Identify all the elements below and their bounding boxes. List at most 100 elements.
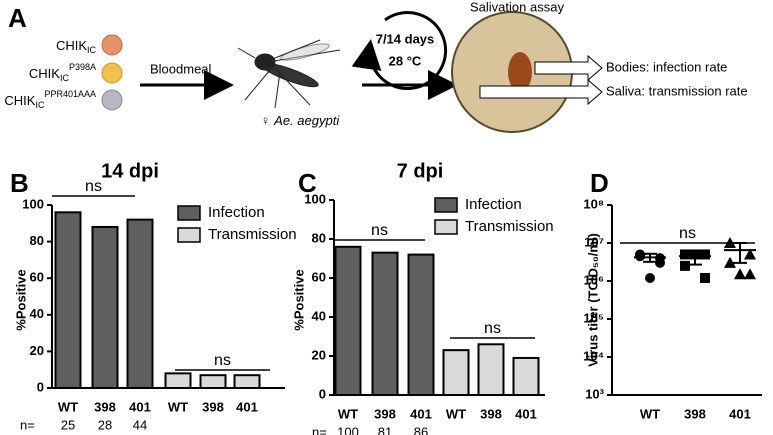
y-tick-label: 10⁸ [583,196,604,211]
strain-label: CHIKIC [56,38,97,55]
n-value: 28 [98,417,112,432]
point [645,272,655,283]
x-tick-label: 401 [729,406,751,421]
x-tick-label: 398 [374,406,396,421]
panel-letter: A [8,3,27,33]
cycle-arrow [351,11,448,91]
bar [126,218,154,389]
bar [334,245,362,396]
point [744,248,756,260]
significance-label: ns [484,320,501,337]
n-value: 81 [378,424,392,435]
y-tick-label: 60 [312,269,326,284]
y-tick-label: 10⁵ [583,310,604,325]
x-tick-label: 398 [480,406,502,421]
x-tick-label: 398 [94,399,116,414]
mosquito [237,39,341,109]
virus-icon [101,89,123,111]
significance-label: ns [679,225,696,242]
readout-label: Saliva: transmission rate [606,83,748,98]
assay-label: Salivation assay [470,0,564,14]
n-value: 44 [133,417,147,432]
significance-label: ns [371,222,388,239]
panel-letter: B [10,168,29,198]
legend-label: Infection [465,196,522,213]
bar [164,372,192,389]
chart-title: 14 dpi [101,160,159,182]
point [700,249,710,260]
legend-label: Transmission [208,226,297,243]
y-tick-label: 20 [312,347,326,362]
incubation-label: 7/14 days [376,31,435,46]
point [734,268,746,280]
legend-label: Infection [208,204,265,221]
point [724,256,736,268]
y-tick-label: 60 [30,270,44,285]
panel-letter: C [298,168,317,198]
y-tick-label: 20 [30,343,44,358]
y-tick-label: 10³ [585,386,604,401]
y-tick-label: 10⁷ [584,234,604,249]
x-tick-label: WT [168,399,188,414]
virus-icon [101,34,123,56]
bar [371,251,399,396]
hollow-arrow [534,54,603,82]
y-tick-label: 40 [30,306,44,321]
bar [54,211,82,389]
x-tick-label: WT [338,406,358,421]
y-axis-label: %Positive [13,269,28,330]
x-tick-label: 401 [515,406,537,421]
n-label: n= [20,417,35,432]
species-label: ♀ Ae. aegypti [261,113,341,128]
y-tick-label: 100 [22,196,44,211]
bar [477,343,505,396]
bar [91,225,119,389]
y-tick-label: 80 [312,230,326,245]
x-tick-label: 398 [202,399,224,414]
strain-label: CHIKICP398A [29,62,96,83]
y-tick-label: 100 [304,191,326,206]
y-tick-label: 10⁴ [583,348,604,363]
virus-icon [101,62,123,84]
y-tick-label: 40 [312,308,326,323]
point [680,260,690,271]
legend-swatch [177,205,201,221]
point [724,237,736,248]
n-label: n= [312,424,327,435]
point [635,251,645,262]
bar [199,374,227,390]
n-value: 86 [414,424,428,435]
x-tick-label: WT [446,406,466,421]
bar [442,349,470,396]
legend-swatch [177,227,201,243]
point [700,272,710,283]
y-tick-label: 80 [30,233,44,248]
legend-label: Transmission [465,218,554,235]
bar [407,253,435,396]
x-tick-label: WT [58,399,78,414]
bar [233,374,261,390]
legend-swatch [434,219,458,235]
legend-swatch [434,197,458,213]
y-axis-label: %Positive [291,269,306,330]
panel-letter: D [590,168,609,198]
x-tick-label: 398 [684,406,706,421]
y-tick-label: 10⁶ [584,272,604,287]
readout-label: Bodies: infection rate [606,59,727,74]
y-tick-label: 0 [37,379,44,394]
x-tick-label: WT [640,406,660,421]
assay-photo [508,52,532,92]
n-value: 25 [61,417,75,432]
hollow-arrow [479,78,603,106]
incubation-label: 28 °C [389,53,422,68]
step-label: Bloodmeal [150,61,212,76]
x-tick-label: 401 [129,399,151,414]
significance-label: ns [85,178,102,195]
point [655,257,665,268]
n-value: 100 [337,424,359,435]
x-tick-label: 401 [410,406,432,421]
strain-label: CHIKICPPR401AAA [4,89,96,110]
point [744,268,756,280]
significance-label: ns [214,352,231,369]
